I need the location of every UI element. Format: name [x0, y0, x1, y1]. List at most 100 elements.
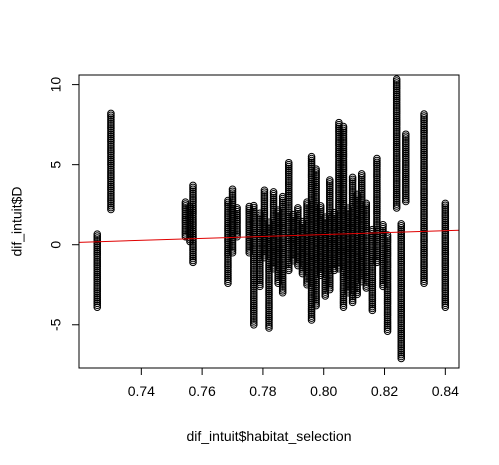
data-point [397, 335, 406, 343]
data-point [326, 214, 334, 223]
data-point [392, 98, 401, 107]
data-point [441, 253, 450, 262]
data-point [321, 284, 330, 293]
data-point [441, 263, 450, 271]
data-point [392, 75, 401, 83]
data-point [312, 299, 320, 308]
data-point [274, 212, 282, 220]
data-point [397, 262, 406, 270]
data-point [420, 110, 428, 118]
data-point [335, 168, 343, 177]
data-point [335, 211, 343, 219]
data-point [339, 197, 348, 206]
data-point [383, 258, 392, 266]
data-point [326, 256, 334, 265]
point-column [373, 154, 381, 267]
data-point [392, 92, 401, 101]
data-point [383, 298, 392, 307]
x-tick-label: 0.78 [249, 383, 276, 399]
data-point [335, 259, 343, 267]
data-point [265, 297, 273, 305]
data-point [256, 276, 264, 285]
data-point [326, 251, 334, 259]
data-point [397, 239, 406, 247]
data-point [383, 242, 392, 251]
data-point [420, 158, 428, 166]
data-point [107, 136, 115, 145]
data-point [339, 126, 348, 135]
data-point [339, 180, 348, 188]
data-point [284, 255, 293, 263]
data-point [93, 239, 102, 248]
data-point [373, 204, 381, 213]
data-point [368, 287, 377, 295]
data-point [339, 186, 348, 194]
data-point [189, 181, 197, 190]
data-point [284, 185, 293, 194]
data-point [260, 198, 269, 206]
data-point [397, 243, 406, 251]
data-point [344, 281, 352, 289]
data-point [269, 193, 278, 202]
data-point [344, 258, 352, 266]
data-point [420, 256, 428, 264]
data-point [402, 134, 410, 142]
data-point [441, 303, 450, 311]
data-point [420, 148, 428, 157]
data-point [368, 266, 377, 274]
data-point [357, 181, 366, 190]
data-point [392, 150, 401, 158]
data-point [274, 242, 282, 251]
data-point [397, 222, 406, 230]
data-point [397, 252, 406, 261]
data-point [321, 292, 330, 300]
data-point [397, 220, 406, 228]
data-point [274, 275, 282, 284]
data-point [383, 263, 392, 272]
data-point [250, 301, 258, 310]
data-point [265, 312, 273, 321]
data-point [373, 162, 381, 171]
data-point [294, 211, 302, 220]
data-point [397, 327, 406, 336]
data-point [368, 260, 377, 269]
data-point [107, 159, 115, 168]
data-point [93, 251, 102, 260]
data-point [441, 209, 450, 217]
data-point [392, 81, 401, 89]
data-point [326, 260, 334, 269]
data-point [307, 152, 316, 161]
data-point [256, 226, 264, 235]
data-point [189, 185, 197, 194]
data-point [107, 121, 115, 129]
data-point [274, 254, 282, 262]
data-point [269, 190, 278, 198]
data-point [420, 181, 428, 189]
data-point [335, 186, 343, 194]
data-point [233, 211, 241, 220]
data-point [284, 176, 293, 184]
data-point [335, 141, 343, 150]
data-point [335, 163, 343, 171]
data-point [93, 303, 102, 311]
data-point [383, 233, 392, 241]
data-point [373, 172, 381, 180]
data-point [348, 294, 357, 303]
data-point [383, 244, 392, 253]
data-point [392, 102, 401, 110]
data-point [397, 248, 406, 257]
data-point [402, 151, 410, 160]
data-point [335, 253, 343, 262]
data-point [189, 200, 197, 209]
data-point [335, 153, 343, 162]
data-point [339, 138, 348, 146]
data-point [335, 182, 343, 190]
data-point [93, 276, 102, 285]
data-point [441, 199, 450, 208]
data-point [250, 294, 258, 302]
data-point [392, 196, 401, 205]
data-point [294, 204, 302, 212]
data-point [189, 187, 197, 196]
data-point [189, 191, 197, 199]
data-point [335, 251, 343, 260]
